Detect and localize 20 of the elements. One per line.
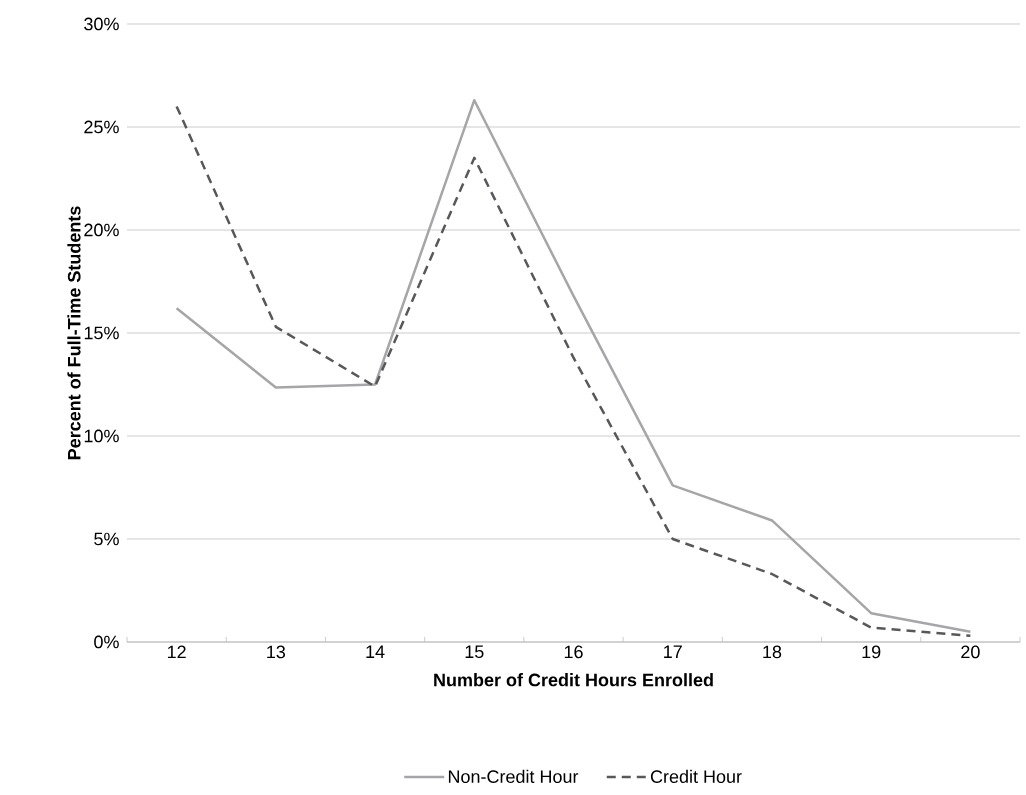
x-tick-label: 19 bbox=[862, 645, 881, 659]
x-tick-label: 20 bbox=[961, 645, 980, 659]
x-tick-label: 13 bbox=[267, 645, 286, 659]
x-tick-label: 18 bbox=[763, 645, 782, 659]
x-axis-title: Number of Credit Hours Enrolled bbox=[434, 673, 713, 687]
legend-label: Non-Credit Hour bbox=[448, 769, 579, 783]
y-tick-label: 25% bbox=[84, 120, 119, 134]
x-tick-label: 15 bbox=[465, 645, 484, 659]
y-tick-label: 20% bbox=[84, 223, 119, 237]
y-axis-title: Percent of Full-Time Students bbox=[67, 206, 81, 460]
y-tick-label: 15% bbox=[84, 326, 119, 340]
y-tick-label: 30% bbox=[84, 17, 119, 31]
y-tick-label: 0% bbox=[94, 635, 119, 649]
y-tick-label: 5% bbox=[94, 532, 119, 546]
legend-label: Credit Hour bbox=[650, 769, 742, 783]
x-tick-label: 14 bbox=[366, 645, 385, 658]
x-tick-label: 17 bbox=[664, 645, 682, 658]
x-tick-label: 16 bbox=[564, 645, 583, 659]
y-tick-label: 10% bbox=[84, 429, 119, 443]
x-tick-label: 12 bbox=[167, 645, 186, 659]
